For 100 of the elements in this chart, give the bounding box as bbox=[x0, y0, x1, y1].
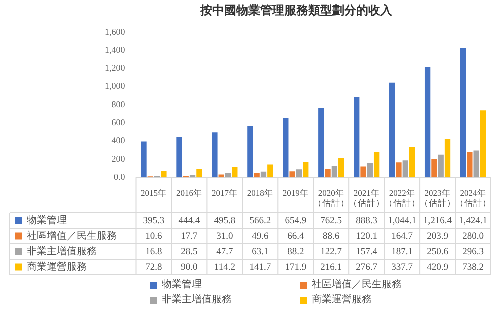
x-tick-label: 2020年（估計） bbox=[313, 188, 350, 208]
data-label: 28.5 bbox=[181, 247, 198, 258]
bar bbox=[474, 150, 480, 178]
data-label: 762.5 bbox=[320, 216, 342, 226]
x-tick-label: 2018年 bbox=[247, 188, 274, 198]
x-tick-label: 2022年（估計） bbox=[384, 188, 420, 208]
y-tick-label: 1,000 bbox=[105, 81, 126, 92]
bar bbox=[390, 82, 396, 178]
y-tick-label: 600 bbox=[112, 118, 126, 128]
chart-title: 按中國物業管理服務類型劃分的收入 bbox=[200, 3, 394, 18]
x-tick-label: 2017年 bbox=[212, 188, 238, 198]
text: 物業管理 bbox=[162, 280, 202, 291]
data-label: 88.6 bbox=[323, 232, 340, 242]
bar bbox=[438, 154, 444, 178]
legend-label: 非業主增值服務 bbox=[27, 245, 97, 258]
data-label: 72.8 bbox=[146, 262, 163, 273]
data-label: 17.7 bbox=[181, 232, 198, 242]
data-label: 654.9 bbox=[285, 216, 307, 226]
bar bbox=[318, 108, 324, 178]
bar bbox=[367, 163, 373, 178]
data-label: 420.9 bbox=[427, 262, 449, 273]
bar bbox=[360, 166, 366, 178]
data-label: 141.7 bbox=[250, 262, 272, 273]
y-tick-label: 0.0 bbox=[114, 172, 126, 182]
y-tick-label: 800 bbox=[112, 99, 126, 110]
data-label: 337.7 bbox=[392, 262, 414, 273]
bar bbox=[283, 118, 289, 178]
bar bbox=[409, 146, 416, 178]
data-label: 63.1 bbox=[252, 247, 269, 258]
data-label: 888.3 bbox=[356, 216, 378, 226]
bar bbox=[225, 173, 232, 178]
x-tick-label: 2016年 bbox=[176, 188, 202, 198]
data-label: 164.7 bbox=[392, 232, 414, 242]
bar bbox=[196, 169, 202, 178]
x-tick-label: 2021年（估計） bbox=[348, 188, 385, 208]
bar bbox=[248, 126, 254, 178]
y-tick-label: 200 bbox=[112, 154, 126, 164]
data-label: 88.2 bbox=[288, 247, 304, 258]
bar bbox=[268, 164, 274, 178]
x-tick-label: 2023年（估計） bbox=[420, 188, 456, 208]
x-tick-label: 2015年 bbox=[140, 188, 167, 198]
bar bbox=[260, 172, 267, 178]
bar bbox=[290, 172, 296, 178]
bar bbox=[432, 159, 438, 178]
data-label: 296.3 bbox=[462, 247, 484, 258]
bar bbox=[190, 175, 196, 178]
data-label: 495.8 bbox=[214, 216, 236, 226]
y-tick-label: 400 bbox=[112, 136, 126, 146]
data-label: 157.4 bbox=[356, 247, 378, 258]
data-label: 738.2 bbox=[462, 262, 484, 273]
bar bbox=[161, 170, 167, 178]
bar bbox=[374, 152, 380, 178]
bar bbox=[467, 152, 473, 178]
bar bbox=[338, 158, 344, 178]
x-tick-label: 2024年（估計） bbox=[455, 188, 492, 208]
bar bbox=[460, 48, 466, 178]
data-label: 47.7 bbox=[216, 247, 234, 258]
data-label: 395.3 bbox=[143, 216, 165, 226]
bar bbox=[212, 132, 218, 178]
data-label: 171.9 bbox=[285, 262, 307, 273]
bar bbox=[424, 67, 431, 178]
data-label: 1,044.1 bbox=[388, 216, 417, 226]
bar bbox=[296, 170, 302, 178]
data-label: 120.1 bbox=[356, 232, 378, 242]
x-tick-label: 2019年 bbox=[282, 188, 309, 198]
bar bbox=[402, 160, 408, 178]
data-label: 49.6 bbox=[252, 232, 269, 242]
bar bbox=[176, 137, 182, 178]
text: 社區增值／民生服務 bbox=[312, 280, 402, 291]
data-label: 16.8 bbox=[146, 247, 163, 258]
data-label: 1,424.1 bbox=[459, 216, 488, 226]
data-label: 10.6 bbox=[146, 232, 163, 242]
data-label: 566.2 bbox=[250, 216, 272, 226]
bar bbox=[254, 173, 260, 178]
y-tick-label: 1,600 bbox=[105, 26, 126, 37]
data-label: 250.6 bbox=[427, 247, 449, 258]
data-label: 444.4 bbox=[178, 216, 200, 226]
data-label: 276.7 bbox=[356, 262, 378, 273]
y-tick-label: 1,400 bbox=[105, 44, 126, 55]
data-label: 203.9 bbox=[427, 232, 449, 242]
data-label: 90.0 bbox=[181, 262, 198, 273]
data-label: 66.4 bbox=[288, 232, 304, 242]
bar bbox=[480, 110, 486, 178]
bar bbox=[444, 139, 451, 178]
data-label: 114.2 bbox=[214, 262, 236, 273]
bar bbox=[232, 167, 238, 178]
data-label: 216.1 bbox=[320, 262, 342, 273]
bar bbox=[303, 162, 309, 178]
legend-label: 社區增值／民生服務 bbox=[27, 230, 117, 242]
data-label: 122.7 bbox=[320, 247, 342, 258]
bar bbox=[141, 142, 147, 178]
data-label: 187.1 bbox=[392, 247, 414, 258]
data-label: 280.0 bbox=[462, 232, 484, 242]
text: 非業主增值服務 bbox=[162, 294, 232, 306]
y-tick-label: 1,200 bbox=[105, 63, 126, 74]
data-label: 1,216.4 bbox=[424, 216, 452, 226]
bar bbox=[332, 166, 338, 178]
legend-label: 物業管理 bbox=[27, 214, 67, 226]
data-label: 31.0 bbox=[216, 232, 234, 242]
legend-label: 商業運營服務 bbox=[27, 260, 87, 273]
